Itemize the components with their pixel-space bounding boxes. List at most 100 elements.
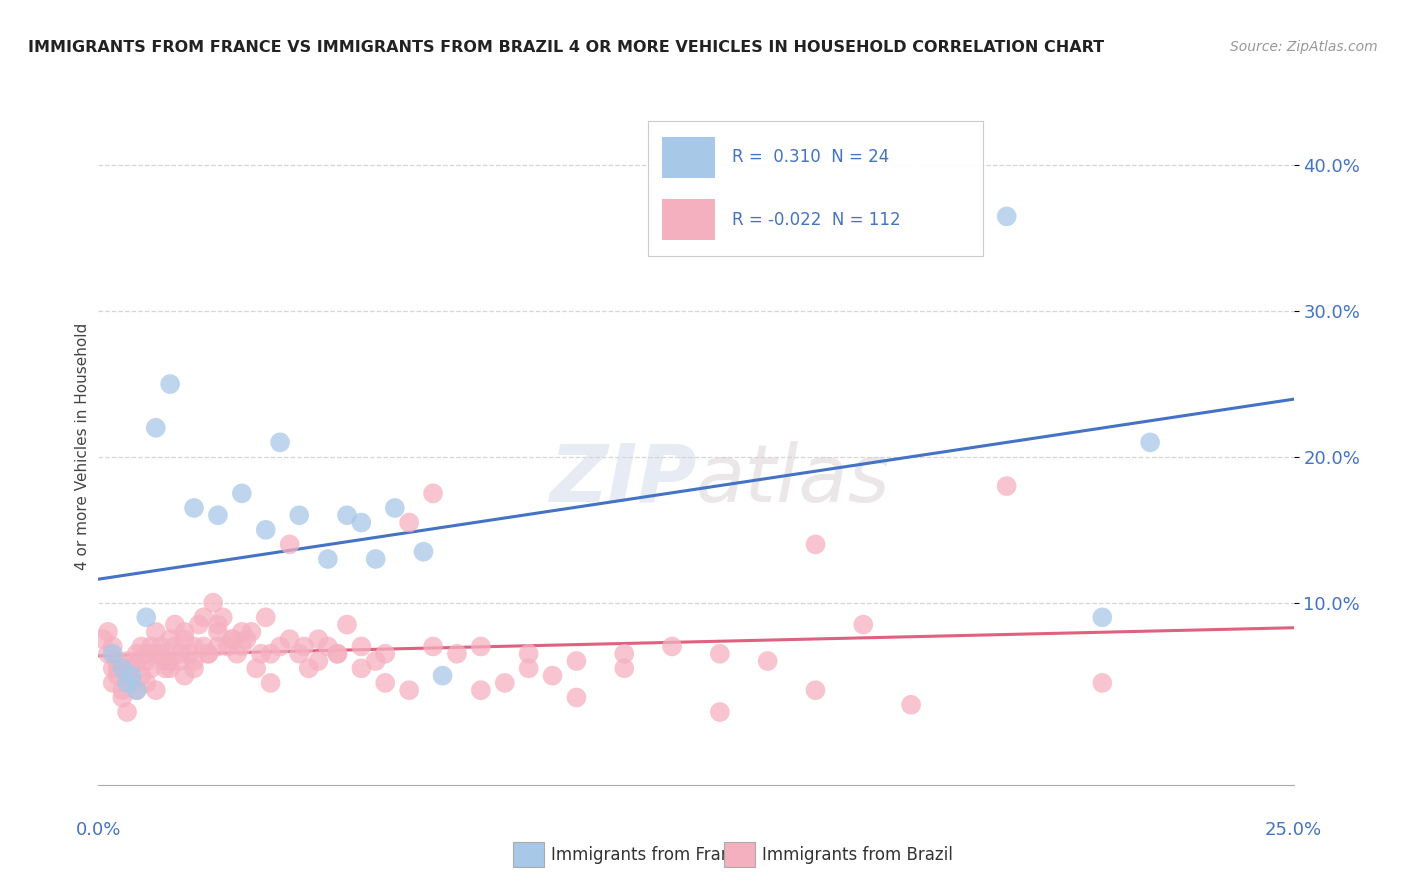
Point [422, 486, 444, 500]
Point [494, 676, 516, 690]
Point [517, 647, 540, 661]
Point [432, 668, 454, 682]
Point [131, 640, 153, 654]
Point [995, 210, 1018, 224]
Point [207, 624, 229, 639]
Point [193, 610, 215, 624]
Point [231, 640, 253, 654]
Point [398, 683, 420, 698]
Point [125, 654, 148, 668]
Point [278, 537, 301, 551]
Point [326, 647, 349, 661]
Point [183, 654, 205, 668]
Point [115, 676, 138, 690]
Point [187, 617, 209, 632]
Point [111, 690, 134, 705]
Point [1091, 610, 1114, 624]
Point [169, 647, 191, 661]
Point [135, 647, 157, 661]
Point [384, 500, 406, 515]
Point [121, 661, 143, 675]
Point [613, 661, 636, 675]
Point [125, 647, 148, 661]
Point [131, 668, 153, 682]
Point [804, 537, 827, 551]
Point [107, 661, 129, 675]
Point [350, 516, 373, 530]
Point [145, 683, 167, 698]
Point [316, 552, 339, 566]
Point [159, 661, 181, 675]
Point [709, 647, 731, 661]
Point [155, 661, 177, 675]
Point [269, 640, 291, 654]
Point [709, 705, 731, 719]
Point [125, 683, 148, 698]
Point [217, 640, 239, 654]
Point [135, 610, 157, 624]
Point [101, 640, 124, 654]
Point [470, 683, 492, 698]
Point [350, 640, 373, 654]
Point [145, 421, 167, 435]
Point [159, 654, 181, 668]
Point [565, 690, 588, 705]
Point [269, 435, 291, 450]
Point [135, 676, 157, 690]
Point [145, 647, 167, 661]
Point [278, 632, 301, 647]
Point [364, 552, 387, 566]
Point [115, 705, 138, 719]
Text: ZIP: ZIP [548, 441, 696, 519]
Point [163, 640, 186, 654]
Point [145, 624, 167, 639]
Point [111, 661, 134, 675]
Point [125, 683, 148, 698]
Point [149, 647, 172, 661]
Point [288, 508, 311, 523]
Point [121, 676, 143, 690]
Point [398, 516, 420, 530]
Point [101, 676, 124, 690]
Y-axis label: 4 or more Vehicles in Household: 4 or more Vehicles in Household [75, 322, 90, 570]
Point [173, 632, 195, 647]
Point [1139, 435, 1161, 450]
Point [207, 617, 229, 632]
Point [169, 654, 191, 668]
Point [163, 617, 186, 632]
Point [197, 647, 219, 661]
Point [240, 624, 263, 639]
Text: Immigrants from Brazil: Immigrants from Brazil [762, 846, 953, 863]
Point [307, 654, 329, 668]
Point [183, 500, 205, 515]
Point [197, 647, 219, 661]
Point [107, 668, 129, 682]
Point [470, 640, 492, 654]
Point [250, 647, 273, 661]
Point [139, 640, 162, 654]
Point [115, 654, 138, 668]
Point [97, 647, 120, 661]
Point [756, 654, 779, 668]
Point [374, 647, 396, 661]
Point [111, 683, 134, 698]
Text: Source: ZipAtlas.com: Source: ZipAtlas.com [1230, 40, 1378, 54]
Point [852, 617, 875, 632]
Point [254, 610, 277, 624]
Point [374, 676, 396, 690]
Point [101, 647, 124, 661]
Text: IMMIGRANTS FROM FRANCE VS IMMIGRANTS FROM BRAZIL 4 OR MORE VEHICLES IN HOUSEHOLD: IMMIGRANTS FROM FRANCE VS IMMIGRANTS FRO… [28, 40, 1104, 55]
Point [231, 486, 253, 500]
Point [254, 523, 277, 537]
Point [183, 640, 205, 654]
Point [446, 647, 468, 661]
Point [307, 632, 329, 647]
Point [298, 661, 321, 675]
Point [121, 668, 143, 682]
Point [207, 640, 229, 654]
Point [661, 640, 683, 654]
Point [245, 661, 267, 675]
Point [565, 654, 588, 668]
Point [107, 654, 129, 668]
Text: atlas: atlas [696, 441, 891, 519]
